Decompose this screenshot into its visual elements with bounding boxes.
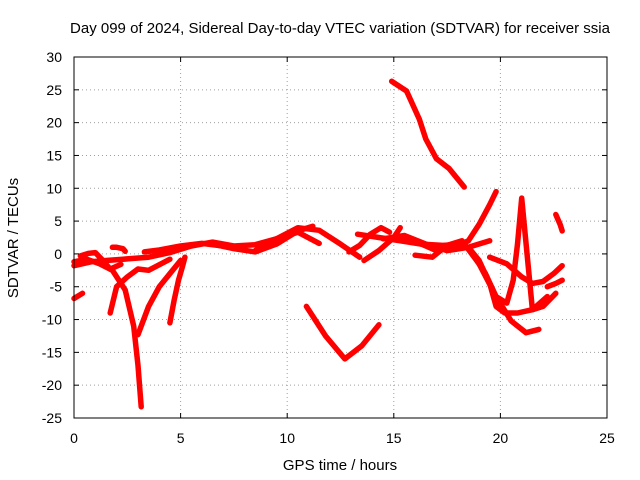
series-arc-9 <box>167 254 188 326</box>
y-tick-label: -10 <box>42 312 62 328</box>
series-arc-4 <box>77 249 124 272</box>
y-tick-label: 15 <box>46 147 62 163</box>
series-arc-1 <box>71 290 86 302</box>
series-arc-23 <box>544 277 565 290</box>
x-tick-label: 10 <box>279 430 295 446</box>
series-arc-24 <box>553 211 565 234</box>
grid <box>74 57 607 418</box>
data-series <box>71 78 565 410</box>
x-tick-label: 0 <box>70 430 78 446</box>
x-tick-label: 5 <box>177 430 185 446</box>
series-arc-5 <box>107 256 173 316</box>
series-arc-17 <box>388 78 467 190</box>
series-arc-18 <box>401 188 499 254</box>
x-tick-label: 25 <box>599 430 615 446</box>
y-tick-label: -20 <box>42 377 62 393</box>
x-axis-title: GPS time / hours <box>283 457 397 474</box>
series-arc-22 <box>486 254 565 287</box>
x-tick-label: 15 <box>386 430 402 446</box>
series-arc-3 <box>71 256 144 410</box>
series-arc-7 <box>135 257 184 338</box>
y-tick-label: 20 <box>46 115 62 131</box>
series-arc-6 <box>109 244 128 255</box>
series-arc-11 <box>252 224 363 260</box>
y-tick-label: -15 <box>42 344 62 360</box>
chart-title: Day 099 of 2024, Sidereal Day-to-day VTE… <box>70 20 611 37</box>
y-tick-label: 0 <box>54 246 62 262</box>
series-arc-12 <box>303 303 382 362</box>
y-tick-label: 5 <box>54 213 62 229</box>
y-axis-title: SDTVAR / TECUs <box>5 178 22 298</box>
series-arc-21 <box>472 195 559 313</box>
series-arc-16 <box>380 232 493 254</box>
y-tick-label: 30 <box>46 49 62 65</box>
y-tick-label: -5 <box>50 279 63 295</box>
y-tick-label: -25 <box>42 410 62 426</box>
x-tick-label: 20 <box>493 430 509 446</box>
plot-frame <box>73 56 608 419</box>
axis-ticks: 0 5 10 15 20 25 -25 -20 -15 -10 -5 0 5 10 15 20 25 30 <box>42 49 615 446</box>
y-tick-label: 25 <box>46 82 62 98</box>
series-arc-15 <box>361 224 403 264</box>
y-tick-label: 10 <box>46 180 62 196</box>
series-arc-8 <box>141 240 226 255</box>
